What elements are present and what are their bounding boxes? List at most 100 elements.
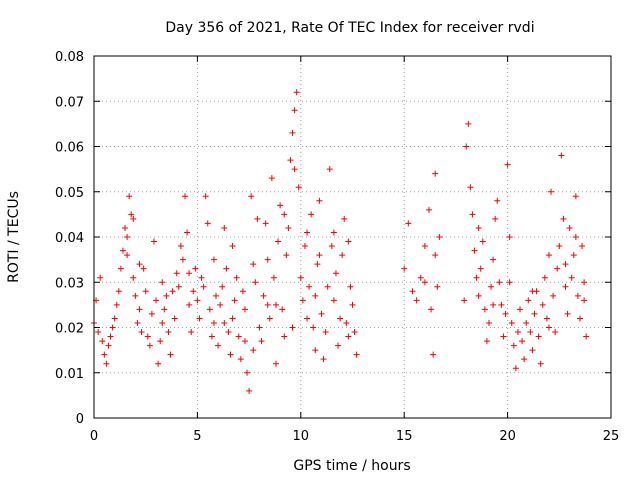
y-tick-label: 0.02 — [55, 322, 84, 337]
data-point — [432, 252, 439, 259]
x-tick-label: 5 — [193, 429, 201, 444]
data-point — [314, 261, 321, 268]
data-point — [523, 319, 530, 326]
data-point — [475, 224, 482, 231]
data-point — [229, 315, 236, 322]
data-point — [258, 338, 265, 345]
data-point — [477, 265, 484, 272]
data-point — [417, 274, 424, 281]
data-point — [161, 306, 168, 313]
data-point — [421, 279, 428, 286]
data-point — [521, 356, 528, 363]
data-point — [281, 211, 288, 218]
data-point — [233, 274, 240, 281]
data-point — [552, 329, 559, 336]
x-tick-label: 10 — [293, 429, 310, 444]
data-point — [572, 193, 579, 200]
data-point — [200, 283, 207, 290]
data-point — [479, 238, 486, 245]
data-point — [287, 157, 294, 164]
data-point — [250, 347, 257, 354]
data-point — [564, 310, 571, 317]
data-point — [485, 319, 492, 326]
data-point — [471, 247, 478, 254]
data-point — [163, 292, 170, 299]
data-point — [297, 274, 304, 281]
data-point — [128, 211, 135, 218]
data-point — [345, 238, 352, 245]
data-point — [140, 265, 147, 272]
data-point — [194, 297, 201, 304]
data-point — [324, 283, 331, 290]
data-point — [512, 365, 519, 372]
data-point — [320, 356, 327, 363]
data-point — [165, 329, 172, 336]
data-point — [349, 301, 356, 308]
data-point — [215, 342, 222, 349]
data-point — [579, 243, 586, 250]
data-point — [248, 193, 255, 200]
data-point — [506, 234, 513, 240]
data-point — [574, 292, 581, 299]
data-point — [190, 288, 197, 295]
data-point — [107, 333, 114, 340]
data-point — [217, 301, 224, 308]
data-point — [430, 351, 437, 358]
data-point — [535, 333, 542, 340]
data-point — [465, 120, 472, 127]
data-point — [488, 283, 495, 290]
data-point — [341, 215, 348, 222]
data-point — [130, 215, 137, 222]
data-point — [566, 224, 573, 231]
data-point — [554, 265, 561, 272]
data-point — [270, 274, 277, 281]
data-point — [173, 270, 180, 277]
data-point — [196, 315, 203, 322]
data-point — [252, 279, 259, 286]
data-point — [101, 351, 108, 358]
data-point — [122, 224, 129, 231]
x-axis-label: GPS time / hours — [293, 458, 410, 474]
data-point — [312, 292, 319, 299]
data-point — [572, 234, 579, 240]
data-point — [192, 265, 199, 272]
data-point — [481, 306, 488, 313]
data-point — [103, 360, 110, 367]
data-point — [239, 288, 246, 295]
y-tick-label: 0.08 — [55, 50, 84, 65]
data-point — [576, 315, 583, 322]
data-point — [111, 315, 118, 322]
data-point — [289, 129, 296, 136]
data-point — [529, 288, 536, 295]
data-point — [328, 243, 335, 250]
data-point — [291, 166, 298, 173]
data-point — [421, 243, 428, 250]
data-point — [231, 297, 238, 304]
data-point — [293, 89, 300, 96]
data-point — [310, 324, 317, 331]
data-point — [322, 329, 329, 336]
data-point — [184, 229, 191, 236]
data-point — [177, 243, 184, 250]
data-point — [537, 360, 544, 367]
data-point — [260, 292, 267, 299]
data-point — [312, 347, 319, 354]
x-tick-label: 20 — [499, 429, 516, 444]
data-point — [545, 252, 552, 259]
data-point — [581, 279, 588, 286]
data-point — [434, 283, 441, 290]
data-point — [308, 211, 315, 218]
data-point — [254, 215, 261, 222]
data-point — [498, 301, 505, 308]
data-point — [246, 387, 253, 394]
data-point — [279, 306, 286, 313]
data-point — [316, 252, 323, 259]
data-point — [219, 283, 226, 290]
data-point — [539, 301, 546, 308]
data-point — [126, 193, 133, 200]
data-point — [500, 333, 507, 340]
data-point — [473, 274, 480, 281]
y-tick-label: 0.05 — [55, 186, 84, 201]
data-point — [244, 369, 251, 376]
data-point — [318, 310, 325, 317]
